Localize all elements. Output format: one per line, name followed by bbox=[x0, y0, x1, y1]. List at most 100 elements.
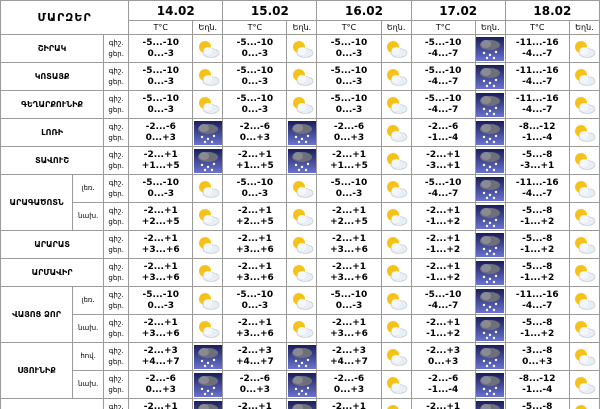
period-label: գիշ. bbox=[108, 262, 124, 271]
cond-header: Եղն. bbox=[380, 20, 412, 35]
temp-cell: -2...-6 -1...-4 bbox=[410, 370, 476, 399]
weather-icon bbox=[292, 208, 314, 226]
temp-range: 0...+3 bbox=[333, 384, 365, 395]
weather-icon bbox=[476, 176, 505, 201]
temp-range: +1...+5 bbox=[330, 160, 368, 171]
weather-icon bbox=[292, 320, 314, 338]
cond-header: Եղն. bbox=[192, 20, 224, 35]
temp-range: -5...-10 bbox=[330, 93, 368, 104]
temp-range: 0...+3 bbox=[333, 132, 365, 143]
temp-range: -5...-10 bbox=[236, 93, 274, 104]
weather-icon bbox=[198, 208, 220, 226]
cond-cell bbox=[192, 258, 224, 287]
period-cell: գիշ. ցեր. bbox=[103, 342, 130, 371]
temp-cell: -8...-12 -1...-4 bbox=[504, 370, 570, 399]
temp-header: T°C bbox=[410, 20, 476, 35]
region-row: ԱՐՄԱՎԻՐ գիշ. ցեր. -2...+1 +3...+6 -2...+1 +3..… bbox=[0, 258, 600, 287]
weather-icon bbox=[387, 404, 399, 409]
cond-cell bbox=[568, 230, 600, 259]
region-row: նախ. գիշ. ցեր. -2...+1 +3...+6 -2...+1 +3...+6… bbox=[1, 314, 600, 343]
temp-range: -2...+1 bbox=[143, 261, 178, 272]
temp-cell: -11...-16 -4...-7 bbox=[504, 34, 570, 63]
temp-range: +4...+7 bbox=[141, 356, 180, 367]
temp-range: -8...-12 bbox=[519, 373, 556, 384]
weather-icon bbox=[476, 92, 505, 117]
temp-range: -2...+1 bbox=[426, 149, 461, 160]
region-row: նախ. գիշ. ցեր. -2...-6 0...+3 -2...-6 0...+3 -2… bbox=[1, 370, 600, 399]
cond-cell bbox=[192, 314, 224, 343]
temp-cell: -5...-8 -1...+2 bbox=[504, 202, 570, 231]
temp-range: -2...-6 bbox=[333, 373, 365, 384]
temp-range: 0...-3 bbox=[147, 300, 174, 311]
region-name: ԱՐՑԱԽ bbox=[0, 398, 105, 409]
weather-icon bbox=[387, 124, 408, 142]
region-name: ՎԱՅՈՑ ՁՈՐ bbox=[0, 286, 74, 343]
temp-range: -3...+1 bbox=[426, 160, 461, 171]
temp-range: -2...+1 bbox=[237, 205, 272, 216]
cond-cell bbox=[568, 146, 600, 175]
temp-cell: -2...+1 -1...+2 bbox=[410, 230, 476, 259]
temp-cell: -2...+1 -1...+2 bbox=[410, 202, 476, 231]
cond-cell bbox=[380, 62, 412, 91]
temp-cell: -5...-80...+3 bbox=[504, 398, 570, 409]
temp-range: 0...-3 bbox=[335, 76, 363, 87]
weather-icon bbox=[476, 400, 505, 409]
temp-range: +2...+5 bbox=[330, 216, 368, 227]
temp-range: +4...+7 bbox=[330, 356, 368, 367]
cond-cell bbox=[474, 258, 506, 287]
temp-cell: -2...+1 +3...+6 bbox=[316, 230, 382, 259]
cond-cell bbox=[380, 174, 412, 203]
region-name: ԼՈՌԻ bbox=[0, 118, 105, 147]
temp-range: -1...+2 bbox=[426, 272, 461, 283]
cond-cell bbox=[474, 286, 506, 315]
temp-cell: -5...-10 0...-3 bbox=[222, 286, 288, 315]
weather-icon bbox=[387, 180, 408, 198]
temp-cell: -5...-10 0...-3 bbox=[222, 174, 288, 203]
temp-cell: -8...-12 -1...-4 bbox=[504, 118, 570, 147]
temp-cell: -2...+1 +3...+6 bbox=[128, 258, 194, 287]
temp-cell: -2...+3 +4...+7 bbox=[222, 342, 288, 371]
temp-range: -5...-8 bbox=[522, 261, 553, 272]
temp-range: 0...-3 bbox=[335, 104, 363, 115]
cond-cell bbox=[568, 342, 600, 371]
temp-cell: -2...+1 +3...+6 bbox=[222, 230, 288, 259]
weather-icon bbox=[292, 68, 314, 86]
cond-cell bbox=[286, 342, 318, 371]
period-label: գիշ. bbox=[108, 374, 124, 383]
weather-icon bbox=[575, 320, 596, 338]
weather-icon bbox=[193, 344, 222, 369]
cond-cell bbox=[380, 286, 412, 315]
weather-icon bbox=[476, 344, 505, 369]
cond-cell bbox=[192, 286, 224, 315]
temp-range: 0...-3 bbox=[147, 188, 174, 199]
region-row: ԿՈՏԱՅՔ գիշ. ցեր. -5...-10 0...-3 -5...-10 0...… bbox=[0, 62, 600, 91]
weather-icon bbox=[476, 148, 505, 173]
period-label: գիշ. bbox=[108, 122, 124, 131]
temp-range: -5...-8 bbox=[522, 149, 553, 160]
weather-icon bbox=[575, 68, 596, 86]
temp-cell: -2...+1 +2...+5 bbox=[222, 202, 288, 231]
temp-range: -5...-8 bbox=[522, 317, 553, 328]
temp-range: +2...+5 bbox=[235, 216, 274, 227]
temp-range: -2...+1 bbox=[331, 205, 367, 216]
region-row: ՏԱՎՈՒՇ գիշ. ցեր. -2...+1 +1...+5 -2...+1 +1...… bbox=[0, 146, 600, 175]
temp-cell: -2...+1 +1...+5 bbox=[128, 146, 194, 175]
period-cell: գիշ. ցեր. bbox=[103, 174, 130, 203]
weather-icon bbox=[476, 288, 505, 313]
cond-cell bbox=[286, 258, 318, 287]
temp-range: -2...-6 bbox=[333, 121, 365, 132]
temp-cell: -2...+1 +3...+6 bbox=[222, 258, 288, 287]
subheader-row: T°C Եղն. T°C Եղն. T°C Եղն. T°C Եղն. T°C Եղն. bbox=[1, 20, 600, 35]
temp-range: 0...-3 bbox=[335, 188, 363, 199]
weather-icon bbox=[198, 68, 220, 86]
cond-cell bbox=[192, 174, 224, 203]
weather-icon bbox=[387, 376, 408, 394]
period-label: գիշ. bbox=[108, 66, 124, 75]
cond-cell bbox=[286, 174, 318, 203]
weather-icon bbox=[287, 372, 316, 397]
weather-icon bbox=[287, 400, 316, 409]
temp-cell: -5...-10 0...-3 bbox=[316, 286, 382, 315]
cond-cell bbox=[192, 34, 224, 63]
temp-cell: -2...+1 +1...+5 bbox=[316, 146, 382, 175]
header-row: ՄԱՐԶԵՐ 14.02 15.02 16.02 17.02 18.02 bbox=[0, 0, 600, 35]
